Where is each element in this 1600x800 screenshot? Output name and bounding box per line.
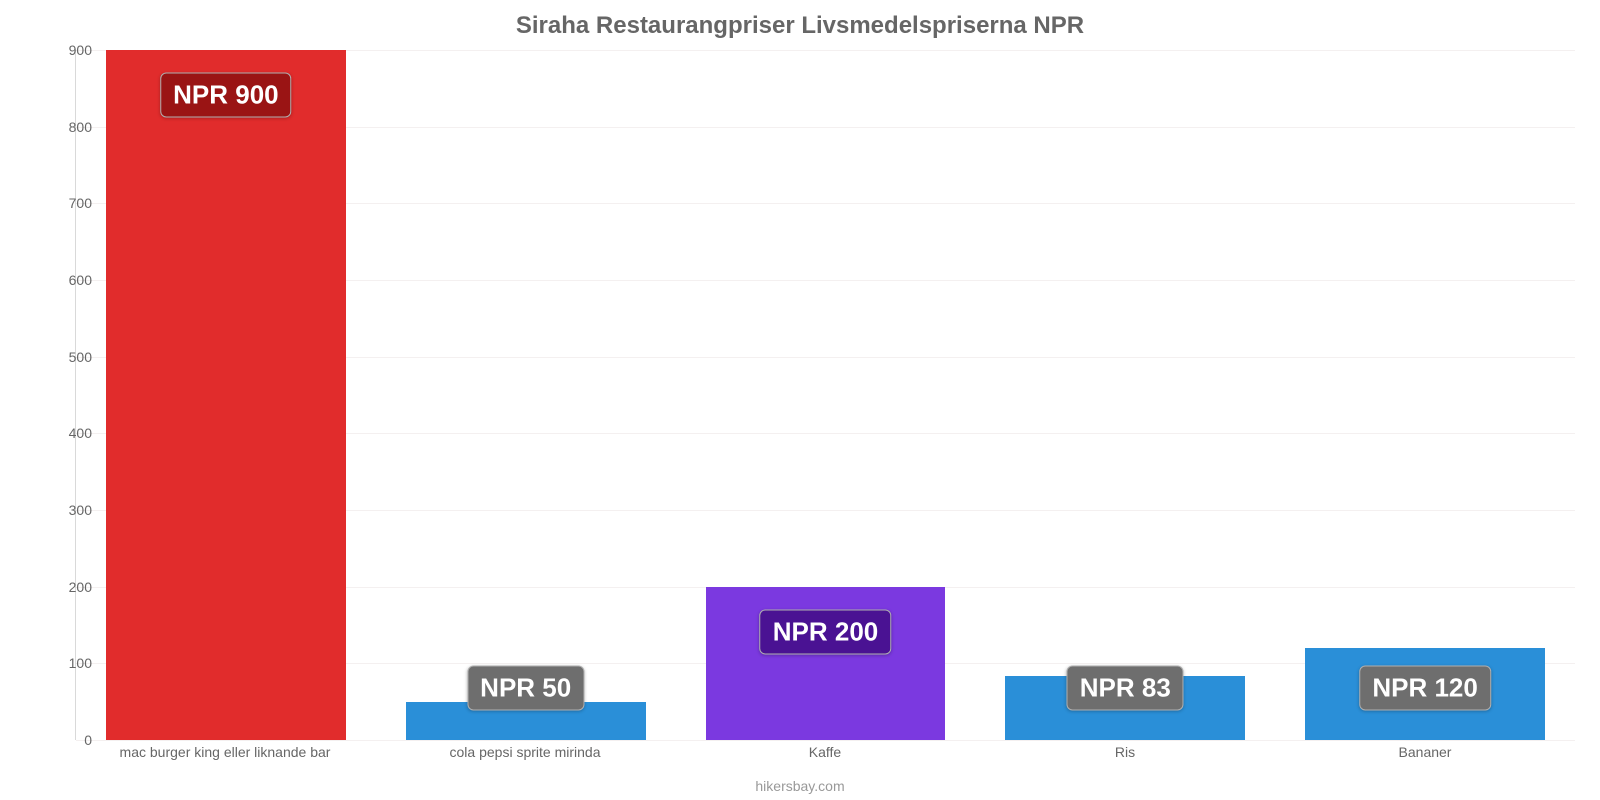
- value-label: NPR 900: [160, 73, 292, 118]
- plot-area: NPR 900 NPR 50 NPR 200 NPR 83 NPR 120: [75, 50, 1575, 740]
- grid-line: [76, 740, 1575, 741]
- bar-slot: NPR 120: [1275, 50, 1575, 740]
- y-tick-label: 200: [32, 579, 92, 595]
- x-tick-label: mac burger king eller liknande bar: [75, 744, 375, 760]
- value-label: NPR 120: [1359, 666, 1491, 711]
- bar-chart: Siraha Restaurangpriser Livsmedelspriser…: [0, 0, 1600, 800]
- chart-footer: hikersbay.com: [0, 778, 1600, 794]
- y-tick-label: 500: [32, 349, 92, 365]
- y-tick-label: 600: [32, 272, 92, 288]
- bar-slot: NPR 50: [376, 50, 676, 740]
- bar-slot: NPR 83: [975, 50, 1275, 740]
- x-tick-labels: mac burger king eller liknande barcola p…: [75, 744, 1575, 760]
- x-tick-label: Ris: [975, 744, 1275, 760]
- y-tick-label: 700: [32, 195, 92, 211]
- x-tick-label: Bananer: [1275, 744, 1575, 760]
- y-tick-label: 800: [32, 119, 92, 135]
- y-tick-label: 300: [32, 502, 92, 518]
- bars-container: NPR 900 NPR 50 NPR 200 NPR 83 NPR 120: [76, 50, 1575, 740]
- bar: [106, 50, 346, 740]
- value-label: NPR 50: [467, 666, 584, 711]
- x-tick-label: Kaffe: [675, 744, 975, 760]
- value-label: NPR 200: [760, 609, 892, 654]
- y-tick-label: 900: [32, 42, 92, 58]
- chart-title: Siraha Restaurangpriser Livsmedelspriser…: [0, 12, 1600, 40]
- y-tick-label: 400: [32, 425, 92, 441]
- value-label: NPR 83: [1067, 666, 1184, 711]
- y-tick-label: 100: [32, 655, 92, 671]
- x-tick-label: cola pepsi sprite mirinda: [375, 744, 675, 760]
- bar-slot: NPR 900: [76, 50, 376, 740]
- bar-slot: NPR 200: [676, 50, 976, 740]
